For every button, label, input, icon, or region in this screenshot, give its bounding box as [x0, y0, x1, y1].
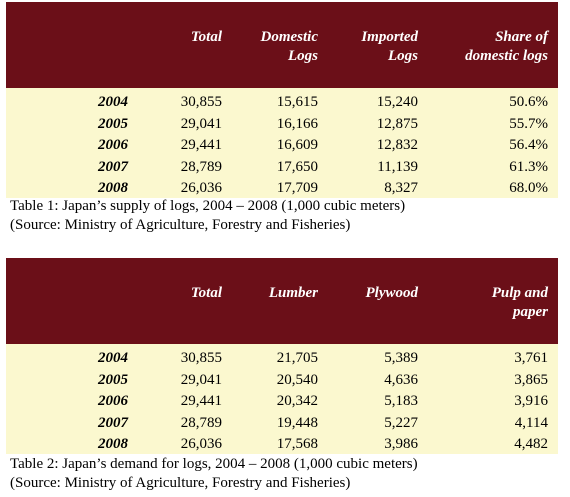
demand-table-header: Total Lumber Plywood Pulp and paper — [6, 258, 558, 344]
supply-table-header: Total Domestic Logs Imported Logs Share … — [6, 2, 558, 88]
supply-table-caption: Table 1: Japan’s supply of logs, 2004 – … — [10, 198, 406, 214]
table-row: 2005 29,041 16,166 12,875 55.7% — [98, 115, 548, 132]
demand-table-caption: Table 2: Japan’s demand for logs, 2004 –… — [10, 456, 418, 472]
header-lumber: Lumber — [268, 285, 318, 301]
table-row: 2004 30,855 21,705 5,389 3,761 — [98, 350, 548, 366]
table-row: 2004 30,855 15,615 15,240 50.6% — [98, 94, 548, 110]
table-row: 2007 28,789 19,448 5,227 4,114 — [98, 414, 548, 431]
demand-table-body: 2004 30,855 21,705 5,389 3,761 2005 29,0… — [6, 344, 558, 454]
table-row: 2008 26,036 17,568 3,986 4,482 — [98, 436, 548, 452]
table-row: 2006 29,441 20,342 5,183 3,916 — [98, 393, 548, 409]
table-row: 2007 28,789 17,650 11,139 61.3% — [98, 158, 548, 175]
supply-table: Total Domestic Logs Imported Logs Share … — [6, 2, 558, 198]
demand-table: Total Lumber Plywood Pulp and paper 2004… — [6, 258, 558, 454]
header-total: Total — [190, 285, 222, 301]
table-row: 2008 26,036 17,709 8,327 68.0% — [98, 180, 548, 196]
table-row: 2006 29,441 16,609 12,832 56.4% — [98, 137, 548, 153]
header-share-domestic: Share of domestic logs — [465, 29, 548, 64]
table-row: 2005 29,041 20,540 4,636 3,865 — [98, 371, 548, 388]
header-pulp-paper: Pulp and paper — [491, 285, 548, 320]
header-imported-logs: Imported Logs — [361, 29, 418, 64]
supply-table-source: (Source: Ministry of Agriculture, Forest… — [10, 217, 351, 233]
header-plywood: Plywood — [365, 285, 419, 301]
demand-table-source: (Source: Ministry of Agriculture, Forest… — [10, 475, 351, 491]
supply-table-body: 2004 30,855 15,615 15,240 50.6% 2005 29,… — [6, 88, 558, 198]
header-domestic-logs: Domestic Logs — [260, 29, 319, 64]
header-total: Total — [190, 29, 222, 45]
